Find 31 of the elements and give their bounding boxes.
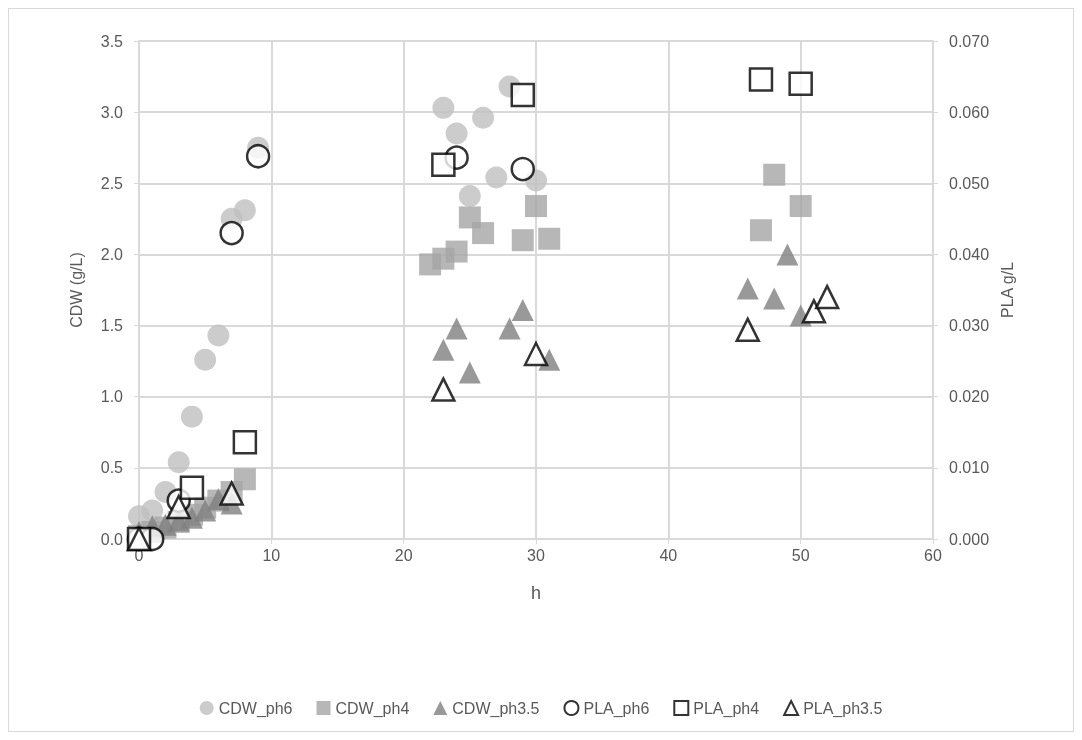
y-tick-label: 1.5 bbox=[100, 317, 124, 335]
y2-tick-label: 0.040 bbox=[949, 245, 990, 263]
x-axis-title: h bbox=[530, 583, 542, 603]
y2-tick-label: 0.050 bbox=[949, 174, 990, 192]
x-tick-label: 60 bbox=[924, 546, 942, 564]
y2-tick-label: 0.070 bbox=[949, 32, 990, 50]
y-tick-label: 0.0 bbox=[100, 530, 124, 548]
x-tick-label: 50 bbox=[791, 546, 810, 564]
x-tick-label: 20 bbox=[394, 546, 413, 564]
y2-tick-label: 0.000 bbox=[949, 530, 990, 548]
x-tick-label: 30 bbox=[527, 546, 545, 564]
legend-label: CDW_ph4 bbox=[335, 699, 410, 718]
y-tick-label: 2.5 bbox=[100, 174, 124, 192]
x-tick-label: 40 bbox=[659, 546, 678, 564]
y2-tick-label: 0.020 bbox=[949, 388, 990, 406]
y-tick-label: 1.0 bbox=[100, 388, 124, 406]
y2-tick-label: 0.030 bbox=[949, 317, 990, 335]
legend-label: PLA_ph6 bbox=[583, 699, 650, 718]
y-tick-label: 0.5 bbox=[100, 459, 124, 477]
y-axis-title: CDW (g/L) bbox=[67, 252, 85, 328]
y2-tick-label: 0.060 bbox=[949, 103, 990, 121]
y-tick-label: 2.0 bbox=[100, 245, 124, 263]
y-tick-label: 3.0 bbox=[100, 103, 124, 121]
x-tick-label: 10 bbox=[262, 546, 281, 564]
y-tick-label: 3.5 bbox=[100, 32, 124, 50]
legend-label: PLA_ph3.5 bbox=[803, 699, 883, 718]
y2-tick-label: 0.010 bbox=[949, 459, 990, 477]
y2-axis-title: PLA g/L bbox=[999, 261, 1017, 319]
legend-label: CDW_ph3.5 bbox=[452, 699, 540, 718]
legend-label: CDW_ph6 bbox=[218, 699, 293, 718]
legend-label: PLA_ph4 bbox=[693, 699, 760, 718]
